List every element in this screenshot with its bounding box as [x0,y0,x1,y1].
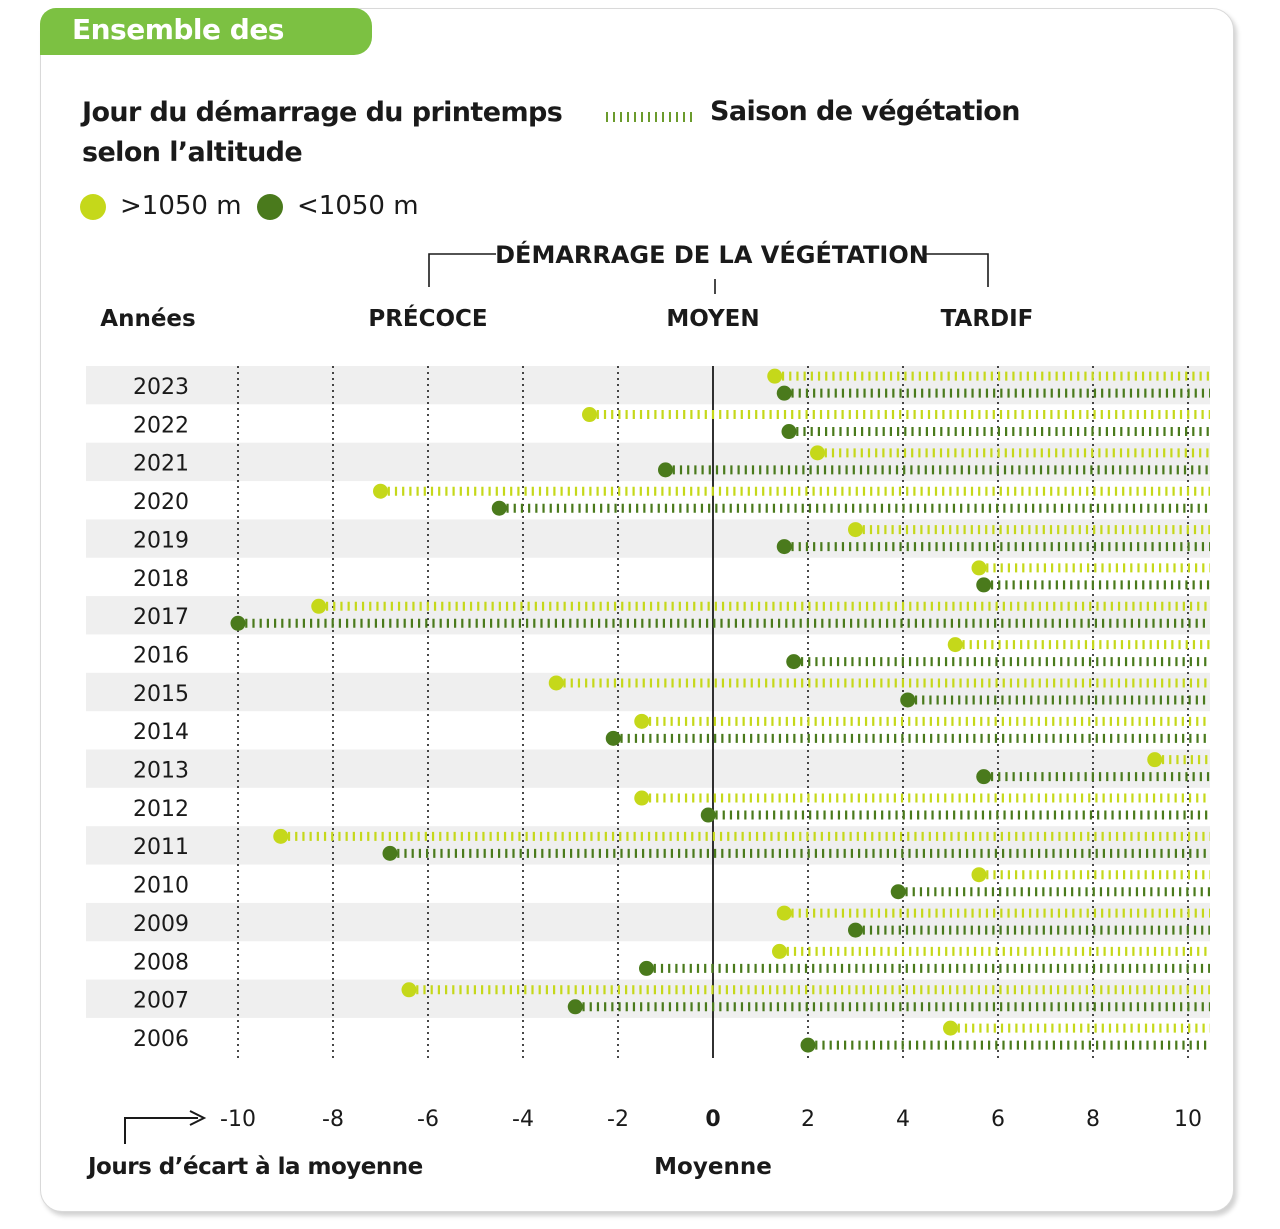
data-point [810,445,825,461]
x-tick-label: 4 [896,1107,910,1132]
data-point [976,577,992,593]
year-label: 2016 [133,643,189,668]
data-point [800,1037,816,1053]
category-early: PRÉCOCE [368,304,487,332]
data-point [1147,752,1163,768]
data-point [776,905,792,921]
data-point [947,637,963,653]
data-point [776,539,792,555]
year-label: 2012 [133,797,189,822]
x-tick-label: -10 [220,1107,256,1132]
year-label: 2017 [133,605,189,630]
x-tick-label: -6 [417,1107,439,1132]
data-point [273,828,289,844]
data-point [900,692,916,708]
data-point [658,462,673,478]
legend-dot-low-icon [257,194,283,220]
data-point [582,407,597,423]
data-point [971,867,987,883]
data-point [639,960,654,976]
data-point [634,713,650,729]
x-axis-label: Jours d’écart à la moyenne [86,1154,423,1180]
data-point [767,368,783,384]
year-label: 2020 [133,490,189,515]
legend-label-high: >1050 m [120,191,242,221]
bracket-left [428,253,496,287]
row-stripe [86,519,1210,558]
year-label: 2011 [133,835,189,860]
x-axis-arrow-icon [124,1117,198,1144]
year-label: 2015 [133,682,189,707]
x-tick-label: -8 [322,1107,344,1132]
year-label: 2013 [133,759,189,784]
data-point [401,982,417,998]
data-point [491,500,507,516]
data-point [786,654,802,670]
legend-label-low: <1050 m [297,191,419,221]
saison-label: Saison de végétation [710,96,1020,127]
x-tick-label: -2 [607,1107,629,1132]
chart-title-line2: selon l’altitude [82,137,303,168]
saison-dash-icon [606,112,694,122]
group-label: DÉMARRAGE DE LA VÉGÉTATION [495,240,929,269]
x-tick-label: 8 [1086,1107,1100,1132]
x-axis-arrowhead-icon [189,1110,207,1126]
data-point [382,845,398,861]
mean-label: Moyenne [654,1154,772,1180]
x-tick-label: 2 [801,1107,815,1132]
data-point [943,1020,958,1036]
data-point [700,807,716,823]
row-stripe [86,672,1210,712]
x-tick-label: 10 [1174,1107,1202,1132]
data-point [634,790,650,806]
year-label: 2021 [133,452,189,477]
y-axis-label: Années [100,306,195,332]
chart-title: Jour du démarrage du printemps selon l’a… [82,93,602,173]
data-point [848,922,863,938]
row-stripe [86,596,1210,635]
year-label: 2023 [133,375,189,400]
data-point [890,884,906,900]
data-point [548,675,564,691]
year-label: 2010 [133,874,189,899]
region-tag: Ensemble des Alpes [40,8,372,90]
row-stripe [86,366,1210,405]
data-point [772,943,787,959]
x-tick-label: 0 [705,1107,720,1132]
data-point [976,769,992,785]
data-point [971,560,987,576]
year-label: 2006 [133,1027,189,1052]
data-point [567,999,583,1015]
data-point [373,483,388,499]
row-stripe [86,442,1210,482]
row-stripe [86,749,1210,788]
year-label: 2022 [133,413,189,438]
x-tick-label: 6 [991,1107,1005,1132]
data-point [230,615,246,631]
data-point [848,522,863,538]
year-label: 2008 [133,950,189,975]
category-late: TARDIF [941,306,1034,332]
year-label: 2007 [133,989,189,1014]
data-point [776,385,792,401]
year-label: 2018 [133,567,189,592]
year-label: 2019 [133,528,189,553]
chart-title-line1: Jour du démarrage du printemps [82,97,563,128]
x-tick-label: -4 [512,1107,534,1132]
data-point [311,598,327,614]
legend-dot-high-icon [80,194,106,220]
year-label: 2014 [133,720,189,745]
year-label: 2009 [133,912,189,937]
row-stripe [86,902,1210,942]
data-point [781,424,797,440]
bracket-right [926,253,989,287]
category-mean: MOYEN [666,306,759,332]
data-point [605,730,621,746]
